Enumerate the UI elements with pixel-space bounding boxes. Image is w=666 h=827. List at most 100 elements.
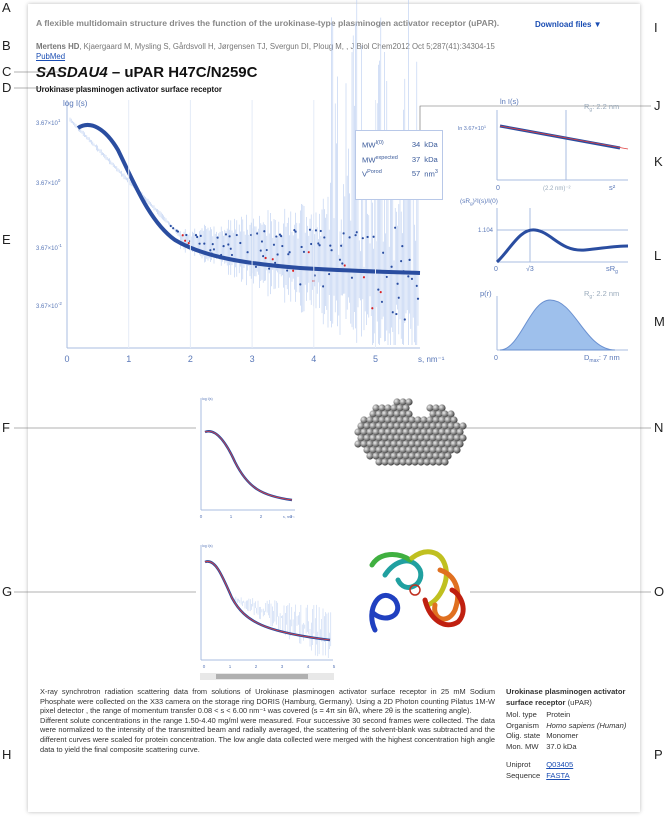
bead <box>426 428 434 436</box>
entry-code: SASDAU4 – uPAR H47C/N259C <box>36 64 257 81</box>
text-part: (sR <box>460 198 470 205</box>
annotation-letter: A <box>2 0 11 15</box>
text-part: : 2.2 nm <box>592 102 619 111</box>
bead <box>441 410 449 418</box>
point <box>227 243 230 246</box>
text-part: : 7 nm <box>599 353 620 362</box>
point <box>209 249 212 252</box>
x-tick-label: 0 <box>496 185 500 192</box>
bead <box>438 416 446 424</box>
bead <box>459 434 467 442</box>
bead <box>429 410 437 418</box>
point <box>307 251 310 254</box>
point <box>184 239 187 242</box>
point <box>322 285 325 288</box>
x-tick-label: 5 <box>333 664 336 669</box>
point <box>390 265 393 268</box>
bead <box>444 440 452 448</box>
sample-name: Urokinase plasminogen activator surface … <box>506 687 626 707</box>
link[interactable]: Q03405 <box>546 760 574 769</box>
mw-row: MWI(0) 34 kDa <box>362 138 442 153</box>
text-part: max <box>589 358 599 364</box>
bead <box>372 452 380 460</box>
bead <box>435 422 443 430</box>
bead <box>375 446 383 454</box>
point <box>172 227 175 230</box>
point <box>228 235 231 238</box>
bead <box>411 446 419 454</box>
scroll-thumb[interactable] <box>216 674 308 679</box>
annotation-letter: G <box>2 584 12 599</box>
point <box>268 267 271 270</box>
bead <box>393 410 401 418</box>
point <box>275 235 278 238</box>
x-tick-label: 0 <box>200 514 203 519</box>
annotation-letter: P <box>654 747 663 762</box>
point <box>235 233 238 237</box>
point <box>229 247 232 250</box>
point <box>371 307 374 310</box>
point <box>212 248 216 251</box>
bead <box>378 428 386 436</box>
pubmed-link[interactable]: PubMed <box>36 52 66 61</box>
sample-row: Mon. MW 37.0 kDa <box>506 742 632 753</box>
point <box>330 249 333 252</box>
x-axis-label: s, nm⁻¹ <box>283 515 295 519</box>
bead <box>387 410 395 418</box>
bead <box>408 428 416 436</box>
text-part: R <box>584 102 590 111</box>
text-part: g <box>615 269 618 275</box>
x-tick-label: 3 <box>250 354 255 364</box>
x-tick-label: 2 <box>260 514 263 519</box>
bead <box>411 434 419 442</box>
bead <box>360 416 368 424</box>
bead <box>366 440 374 448</box>
bead <box>417 422 425 430</box>
bead <box>393 398 401 406</box>
x-tick-label: 0 <box>494 355 498 362</box>
text-part: g <box>470 201 473 206</box>
bead <box>360 428 368 436</box>
point <box>382 251 385 254</box>
bead <box>432 440 440 448</box>
guinier-fit <box>499 125 629 150</box>
sample-row: Organism Homo sapiens (Human) <box>506 721 632 732</box>
annotation-letter: H <box>2 747 11 762</box>
link[interactable]: FASTA <box>546 770 570 780</box>
text-part: )²I(s)/I(0) <box>473 198 498 205</box>
mw-row: VPorod 57 nm3 <box>362 167 442 182</box>
description-p1: X-ray synchrotron radiation scattering d… <box>40 687 495 716</box>
sample-title: Urokinase plasminogen activator surface … <box>506 687 636 708</box>
text-part: R <box>584 289 590 298</box>
point <box>397 296 400 299</box>
download-files[interactable]: Download files ▼ <box>535 20 602 29</box>
bead <box>447 434 455 442</box>
spacer <box>506 752 632 760</box>
bead <box>411 422 419 430</box>
bead <box>381 410 389 418</box>
bead <box>450 428 458 436</box>
mw-label: MWI(0) <box>362 138 402 153</box>
point <box>317 242 320 245</box>
bead <box>426 440 434 448</box>
point <box>196 235 199 239</box>
annotation-letter: I <box>654 20 658 35</box>
label-sup: I(0) <box>375 140 384 146</box>
bead <box>414 452 422 460</box>
bead <box>369 434 377 442</box>
link-cell: FASTA <box>546 771 632 782</box>
bead <box>423 458 431 466</box>
text-part: 3.67×10 <box>36 121 59 127</box>
point <box>410 277 414 281</box>
bead <box>435 410 443 418</box>
annotation-letter: M <box>654 314 665 329</box>
label-sup: expected <box>375 154 398 161</box>
annotation-letter: E <box>2 232 11 247</box>
mw-row: MWexpected 37 kDa <box>362 153 442 168</box>
bead <box>369 422 377 430</box>
description-p2: Different solute concentrations in the r… <box>40 715 495 754</box>
point <box>203 242 206 245</box>
text-part: 3.67×10 <box>36 246 59 252</box>
